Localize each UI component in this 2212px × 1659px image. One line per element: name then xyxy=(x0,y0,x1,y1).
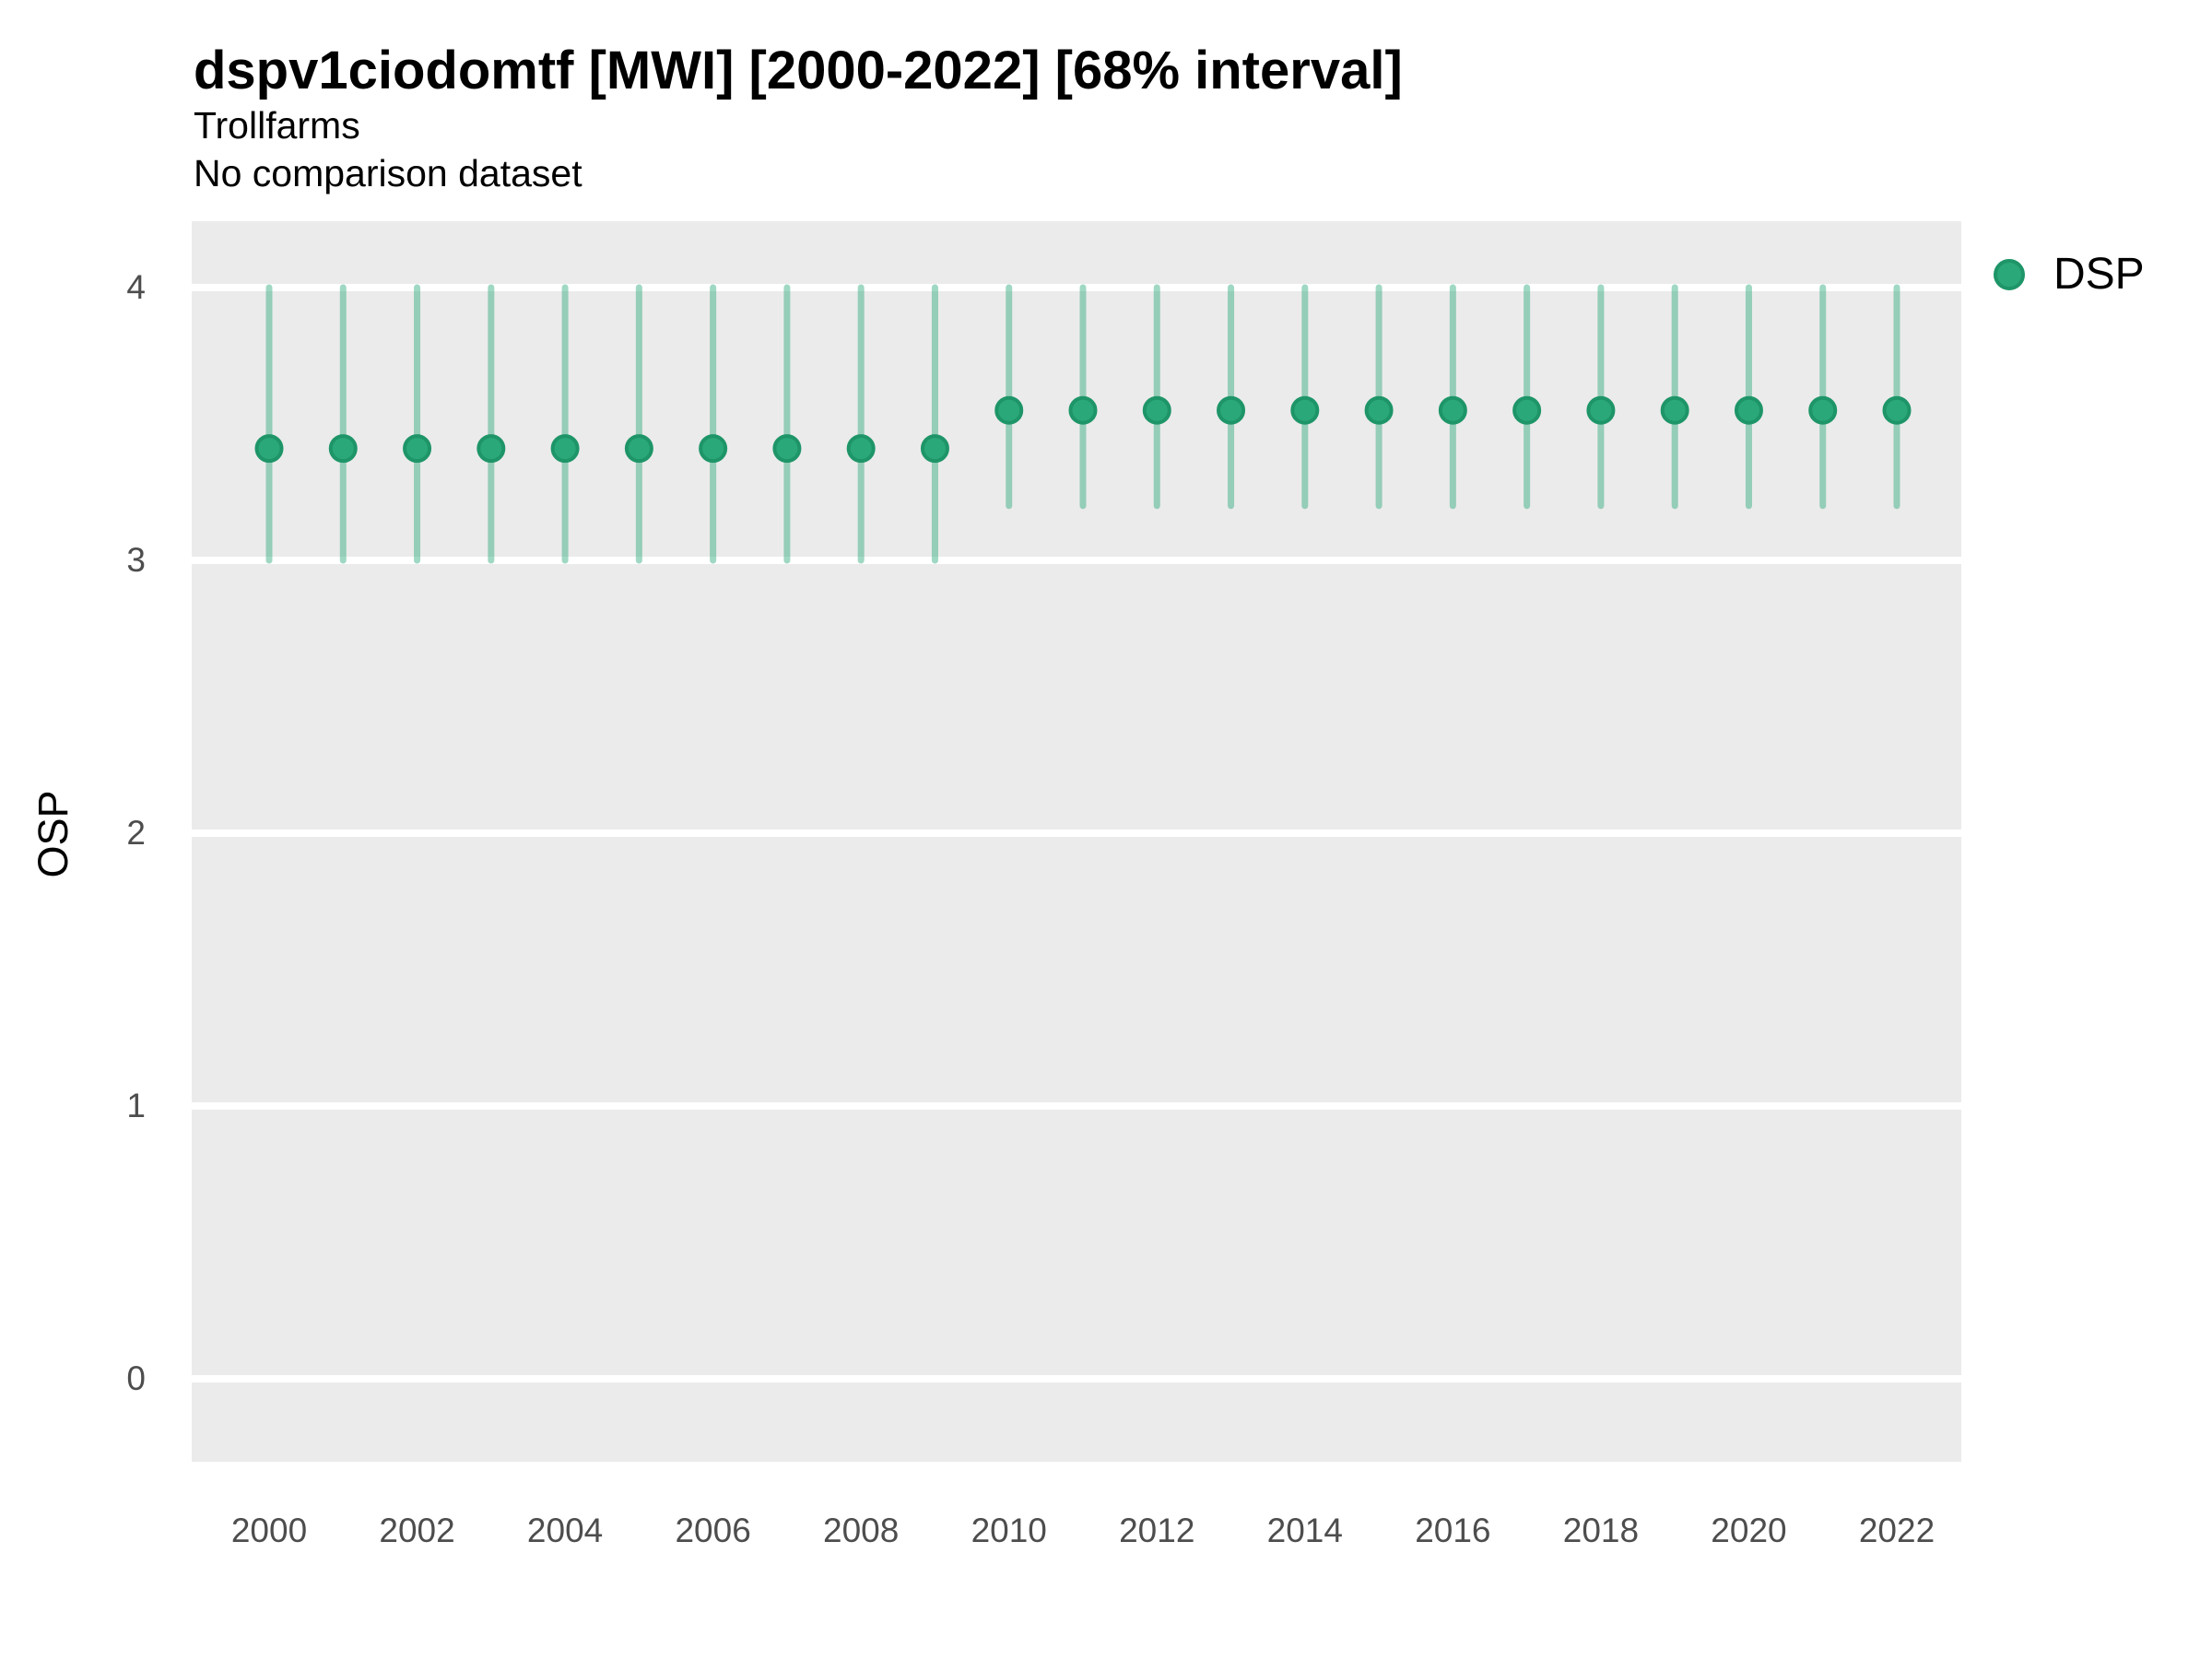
gridline xyxy=(192,284,1961,291)
x-tick-label: 2004 xyxy=(526,1512,604,1549)
data-point xyxy=(624,434,653,464)
pointrange-series xyxy=(254,284,1912,564)
x-tick-label: 2012 xyxy=(1119,1512,1195,1549)
data-point xyxy=(1734,395,1763,425)
data-point xyxy=(699,434,728,464)
data-point xyxy=(994,395,1024,425)
x-tick-label: 2016 xyxy=(1415,1512,1491,1549)
data-point xyxy=(1217,395,1246,425)
gridline xyxy=(192,1102,1961,1110)
data-point xyxy=(403,434,432,464)
x-tick-label: 2006 xyxy=(675,1512,751,1549)
data-point xyxy=(1142,395,1171,425)
data-point xyxy=(550,434,580,464)
data-point xyxy=(920,434,949,464)
data-point xyxy=(1882,395,1912,425)
y-tick-label: 0 xyxy=(126,1359,146,1397)
x-tick-label: 2000 xyxy=(230,1512,308,1549)
x-tick-label: 2002 xyxy=(379,1512,455,1549)
y-tick-label: 1 xyxy=(126,1087,146,1124)
chart-title: dspv1ciodomtf [MWI] [2000-2022] [68% int… xyxy=(194,41,1403,100)
legend-dsp-swatch-icon xyxy=(1994,259,2025,290)
legend-dsp-label: DSP xyxy=(2053,250,2145,299)
data-point xyxy=(477,434,506,464)
x-tick-label: 2018 xyxy=(1562,1512,1640,1549)
data-point xyxy=(1808,395,1838,425)
data-point xyxy=(772,434,802,464)
gridline xyxy=(192,557,1961,564)
data-point xyxy=(1438,395,1467,425)
data-point xyxy=(328,434,358,464)
x-tick-label: 2022 xyxy=(1858,1512,1936,1549)
data-point xyxy=(846,434,876,464)
data-point xyxy=(1512,395,1542,425)
data-point xyxy=(1290,395,1320,425)
x-tick-label: 2014 xyxy=(1266,1512,1343,1549)
y-tick-label: 2 xyxy=(126,814,146,852)
data-point xyxy=(1586,395,1616,425)
chart-subtitle: Trollfarms xyxy=(194,104,360,147)
y-tick-label: 4 xyxy=(126,268,146,306)
x-tick-label: 2008 xyxy=(823,1512,900,1549)
gridline xyxy=(192,1375,1961,1382)
data-point xyxy=(1660,395,1689,425)
data-point xyxy=(254,434,284,464)
data-point xyxy=(1068,395,1098,425)
x-tick-label: 2010 xyxy=(971,1512,1047,1549)
gridline xyxy=(192,830,1961,837)
y-tick-label: 3 xyxy=(126,541,146,579)
plot-panel xyxy=(192,221,1961,1462)
x-tick-label: 2020 xyxy=(1711,1512,1787,1549)
data-point xyxy=(1364,395,1394,425)
comparison-note: No comparison dataset xyxy=(194,152,582,194)
